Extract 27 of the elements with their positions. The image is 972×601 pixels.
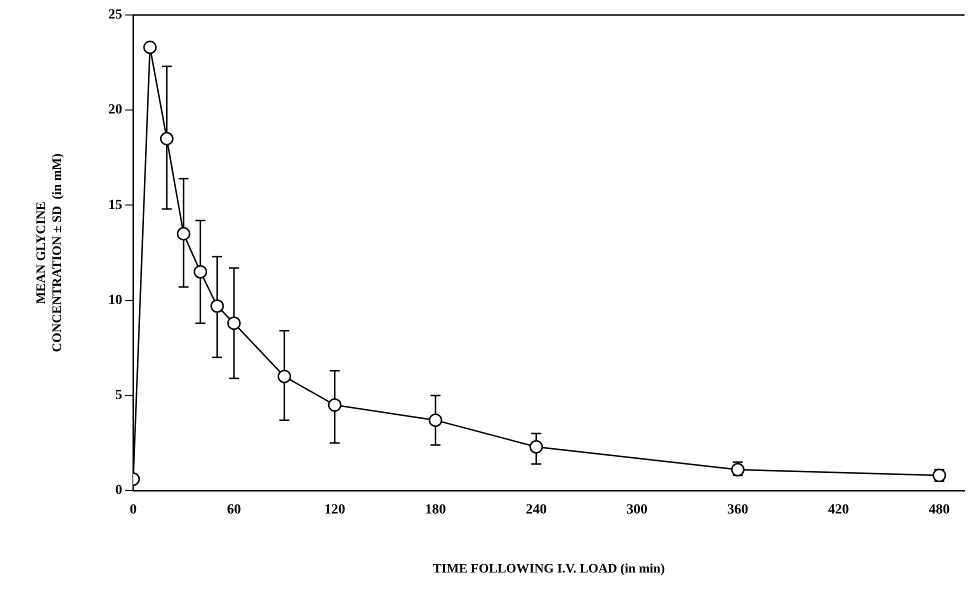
point xyxy=(278,370,292,384)
x-tick-label: 300 xyxy=(626,502,648,518)
x-tick-label: 360 xyxy=(727,502,748,518)
point xyxy=(143,40,157,54)
y-tick-label: 10 xyxy=(108,292,122,308)
y-tick-label: 15 xyxy=(108,198,122,213)
y-axis-title: MEAN GLYCINE CONCENTRATION ± SD (in mM) xyxy=(33,153,64,352)
point xyxy=(428,413,442,427)
point xyxy=(227,316,241,330)
x-tick-label: 120 xyxy=(324,502,346,518)
y-tick-label: 0 xyxy=(115,483,122,498)
point xyxy=(210,299,224,313)
x-tick-label: 60 xyxy=(226,502,241,518)
x-tick-label: 0 xyxy=(130,502,137,518)
x-tick-label: 180 xyxy=(424,502,446,518)
x-tick-label: 240 xyxy=(526,502,547,518)
point xyxy=(530,440,544,454)
point xyxy=(176,227,190,241)
point xyxy=(160,132,174,146)
x-tick-label: 420 xyxy=(828,502,850,518)
y-tick-label: 25 xyxy=(108,8,122,23)
point xyxy=(194,265,208,279)
x-axis-title: TIME FOLLOWING I.V. LOAD (in min) xyxy=(432,560,665,576)
x-tick-label: 480 xyxy=(928,502,950,518)
point xyxy=(328,398,342,412)
y-tick-label: 5 xyxy=(115,388,122,404)
y-tick-label: 20 xyxy=(108,102,122,118)
